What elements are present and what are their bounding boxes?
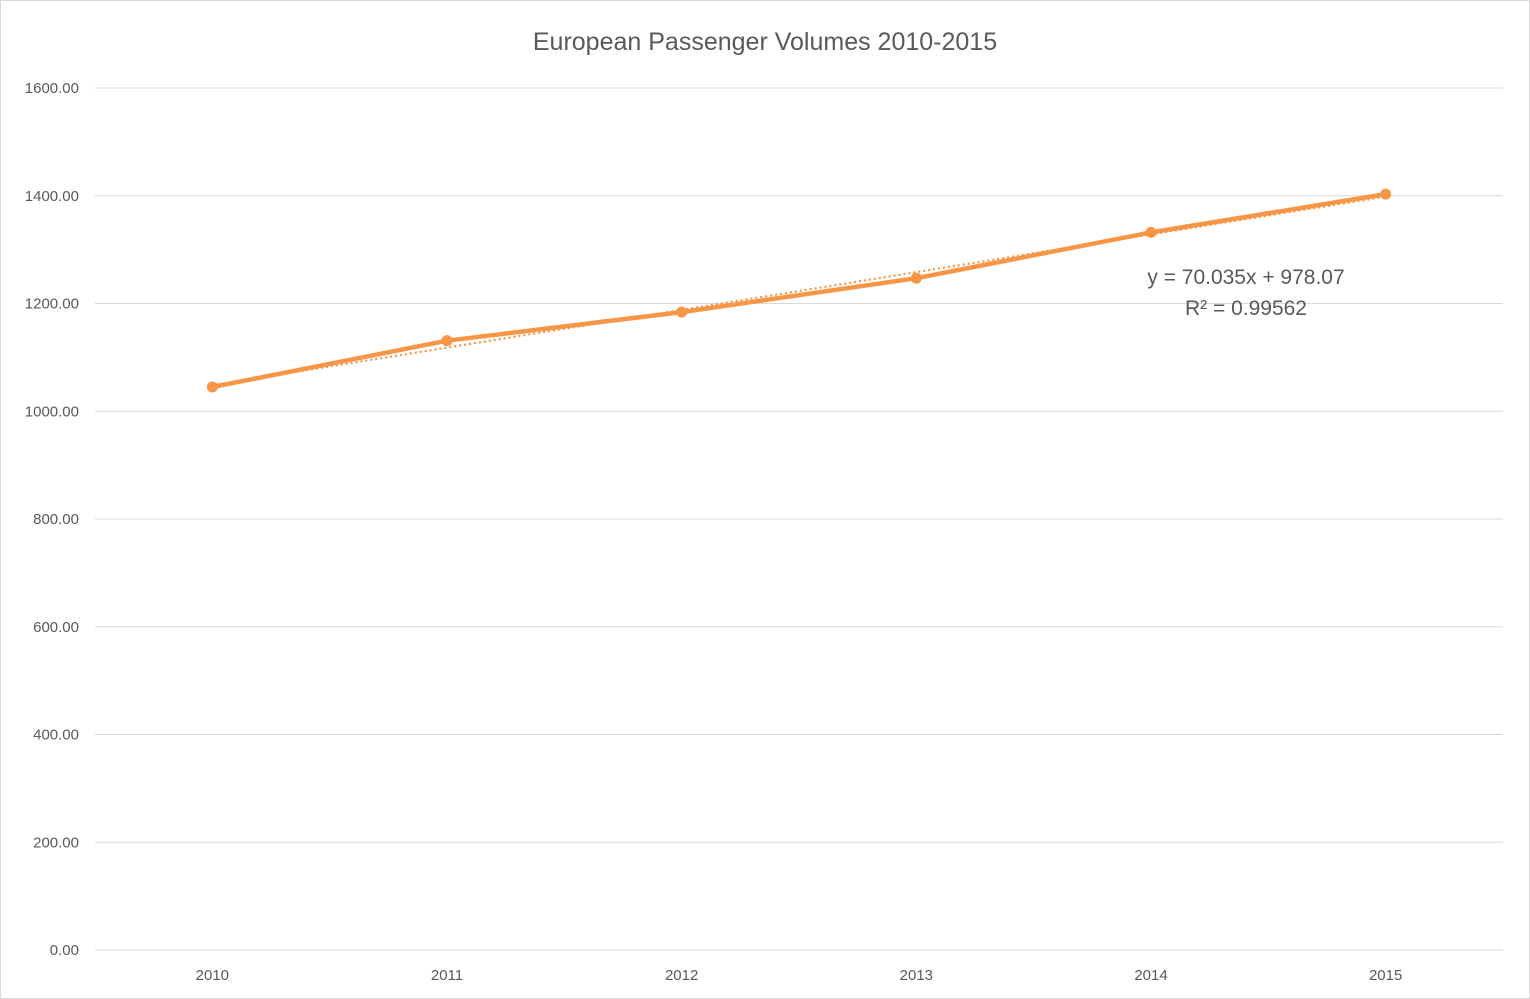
y-tick-label-4: 800.00	[33, 511, 79, 528]
y-tick-label-7: 1400.00	[25, 188, 79, 205]
trendline-annotation: y = 70.035x + 978.07 R² = 0.99562	[1147, 266, 1344, 320]
chart-title: European Passenger Volumes 2010-2015	[533, 28, 997, 56]
data-point-2011	[441, 335, 453, 347]
y-tick-label-6: 1200.00	[25, 296, 79, 313]
y-axis-tick-labels: 0.00 200.00 400.00 600.00 800.00 1000.00 1200.…	[25, 80, 79, 959]
x-tick-label-2013: 2013	[900, 967, 933, 984]
series-line-0	[210, 191, 1388, 390]
data-point-2014	[1145, 226, 1157, 238]
y-tick-label-0: 0.00	[50, 942, 79, 959]
trendline-r2-label: R² = 0.99562	[1185, 297, 1307, 320]
x-axis-tick-labels: 2010 2011 2012 2013 2014 2015	[196, 967, 1403, 984]
data-point-2012	[676, 306, 688, 318]
trendline-equation-label: y = 70.035x + 978.07	[1147, 266, 1344, 289]
gridlines	[95, 87, 1503, 951]
x-tick-label-2015: 2015	[1369, 967, 1402, 984]
y-tick-label-1: 200.00	[33, 834, 79, 851]
data-point-2010	[206, 381, 218, 393]
x-tick-label-2012: 2012	[665, 967, 698, 984]
y-tick-label-2: 400.00	[33, 727, 79, 744]
data-point-2015	[1380, 188, 1392, 200]
x-tick-label-2014: 2014	[1134, 967, 1167, 984]
series-layer	[206, 188, 1392, 393]
y-tick-label-3: 600.00	[33, 619, 79, 636]
y-tick-label-5: 1000.00	[25, 403, 79, 420]
x-tick-label-2010: 2010	[196, 967, 229, 984]
y-tick-label-8: 1600.00	[25, 80, 79, 97]
x-tick-label-2011: 2011	[431, 967, 463, 984]
data-point-2013	[910, 272, 922, 284]
